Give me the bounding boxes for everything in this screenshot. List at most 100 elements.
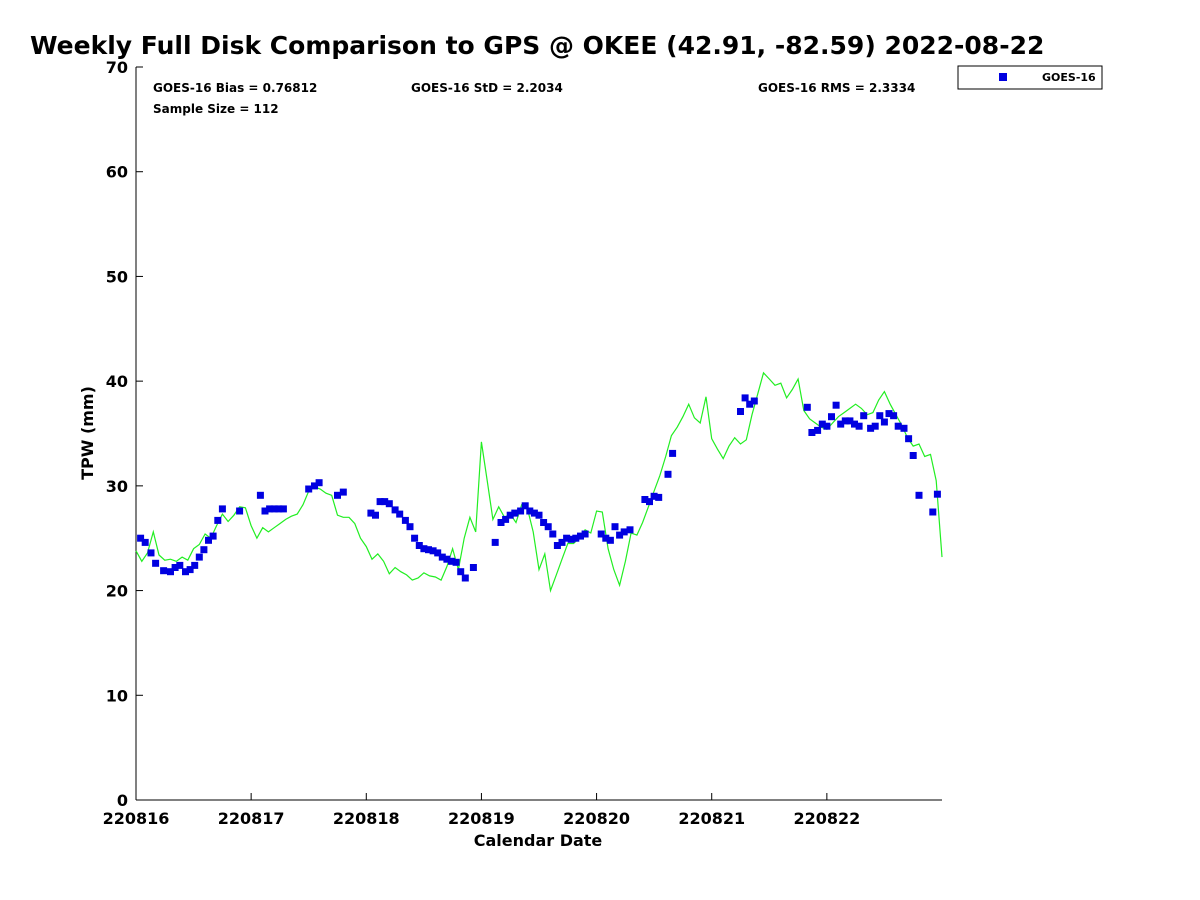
goes16-point bbox=[602, 534, 610, 542]
goes16-point bbox=[236, 507, 244, 515]
goes16-point bbox=[448, 557, 455, 565]
goes16-point bbox=[256, 491, 264, 499]
goes16-point bbox=[491, 538, 499, 546]
legend-box bbox=[957, 65, 1103, 90]
goes16-point bbox=[171, 564, 179, 571]
y-tick-label: 40 bbox=[106, 372, 128, 391]
goes16-point bbox=[411, 534, 419, 542]
plot-area: 220816 220817 220818 220819 220820 220821 2208… bbox=[103, 58, 943, 828]
x-axis-label: Calendar Date bbox=[474, 831, 603, 850]
y-tick-label: 0 bbox=[117, 791, 128, 810]
x-tick-label: 220816 bbox=[103, 809, 170, 828]
goes16-point bbox=[152, 559, 160, 567]
goes16-point bbox=[186, 566, 194, 574]
goes16-point bbox=[218, 505, 226, 513]
goes16-point bbox=[141, 538, 149, 546]
goes16-point bbox=[553, 542, 561, 549]
goes16-point bbox=[279, 505, 287, 513]
legend-marker bbox=[999, 73, 1007, 81]
goes16-point bbox=[517, 507, 525, 515]
goes16-point bbox=[823, 422, 831, 430]
goes16-point bbox=[641, 496, 649, 503]
goes16-point bbox=[885, 410, 893, 418]
goes16-point bbox=[860, 412, 868, 420]
goes16-point bbox=[535, 511, 543, 519]
goes16-point bbox=[315, 479, 323, 487]
gps-line-series bbox=[135, 371, 943, 593]
goes16-point bbox=[425, 546, 432, 554]
goes16-point bbox=[581, 530, 589, 538]
goes16-point bbox=[750, 397, 758, 405]
goes16-point bbox=[137, 534, 145, 542]
goes16-point bbox=[438, 553, 446, 561]
goes16-point bbox=[808, 429, 816, 436]
goes16-point bbox=[311, 482, 318, 490]
sample-size-stat: Sample Size = 112 bbox=[153, 102, 279, 116]
rms-stat: GOES-16 RMS = 2.3334 bbox=[758, 81, 915, 95]
goes16-point bbox=[664, 470, 672, 478]
goes16-point bbox=[434, 549, 442, 557]
x-tick-label: 220819 bbox=[448, 809, 515, 828]
goes16-point bbox=[200, 546, 208, 554]
goes16-point bbox=[376, 498, 384, 506]
goes16-point bbox=[191, 561, 199, 569]
goes16-point bbox=[415, 542, 423, 549]
goes16-point bbox=[195, 553, 203, 561]
goes16-point bbox=[577, 532, 584, 540]
goes16-point bbox=[572, 534, 580, 542]
x-ticks: 220816 220817 220818 220819 220820 220821 2208… bbox=[103, 793, 860, 828]
goes16-point bbox=[871, 422, 879, 430]
goes16-point bbox=[452, 558, 460, 566]
goes16-point bbox=[837, 420, 845, 428]
goes16-point bbox=[563, 534, 571, 542]
x-tick-label: 220821 bbox=[678, 809, 745, 828]
goes16-point bbox=[209, 532, 217, 540]
goes16-point bbox=[420, 545, 428, 553]
goes16-point bbox=[261, 507, 269, 515]
goes16-point bbox=[540, 519, 548, 526]
goes16-point bbox=[367, 509, 375, 517]
goes16-point bbox=[626, 526, 634, 534]
goes16-point bbox=[502, 515, 510, 523]
goes16-marker-series bbox=[137, 394, 941, 582]
goes16-point bbox=[182, 568, 189, 576]
goes16-point bbox=[160, 567, 168, 575]
goes16-point bbox=[497, 519, 505, 526]
goes16-point bbox=[851, 420, 858, 428]
y-axis-label: TPW (mm) bbox=[78, 386, 97, 480]
goes16-point bbox=[461, 574, 469, 582]
goes16-point bbox=[396, 510, 404, 518]
goes16-point bbox=[147, 549, 155, 557]
goes16-point bbox=[385, 500, 393, 508]
goes16-point bbox=[620, 528, 628, 536]
goes16-point bbox=[606, 536, 614, 544]
std-stat: GOES-16 StD = 2.2034 bbox=[411, 81, 563, 95]
goes16-point bbox=[214, 516, 222, 524]
goes16-point bbox=[905, 435, 913, 443]
goes16-point bbox=[909, 452, 917, 459]
goes16-point bbox=[646, 498, 653, 506]
x-tick-label: 220817 bbox=[218, 809, 285, 828]
goes16-point bbox=[406, 523, 414, 531]
goes16-point bbox=[381, 498, 389, 506]
y-tick-label: 70 bbox=[106, 58, 128, 77]
goes16-point bbox=[549, 530, 557, 538]
goes16-point bbox=[880, 418, 888, 426]
goes16-point bbox=[511, 509, 519, 517]
y-ticks: 0 10 20 30 40 50 60 70 bbox=[106, 58, 143, 810]
goes16-point bbox=[469, 564, 477, 571]
y-tick-label: 30 bbox=[106, 477, 128, 496]
goes16-point bbox=[890, 412, 898, 420]
goes16-point bbox=[530, 509, 538, 517]
goes16-point bbox=[457, 568, 465, 576]
goes16-point bbox=[818, 420, 826, 428]
goes16-point bbox=[558, 538, 566, 546]
chart-title: Weekly Full Disk Comparison to GPS @ OKE… bbox=[30, 31, 1044, 60]
goes16-point bbox=[339, 488, 347, 496]
legend-label: GOES-16 bbox=[1042, 71, 1096, 84]
goes16-point bbox=[521, 502, 529, 510]
goes16-point bbox=[597, 530, 605, 538]
goes16-point bbox=[275, 505, 283, 513]
goes16-point bbox=[544, 523, 552, 531]
goes16-point bbox=[655, 493, 663, 501]
